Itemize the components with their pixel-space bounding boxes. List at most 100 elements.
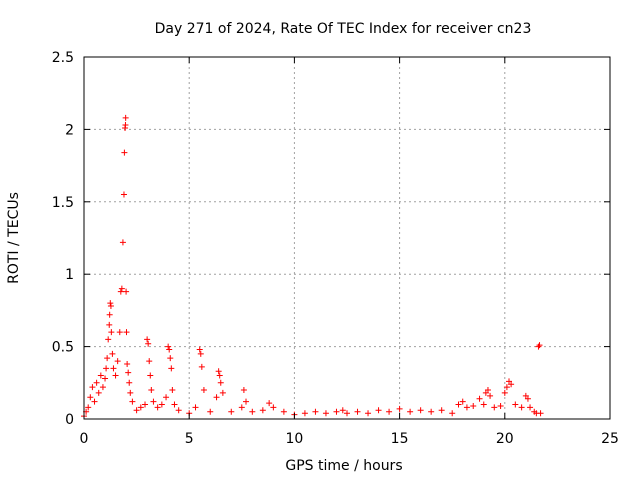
data-point bbox=[207, 408, 214, 415]
data-point bbox=[459, 398, 466, 405]
data-point bbox=[491, 404, 498, 411]
data-point bbox=[375, 407, 382, 414]
data-point bbox=[168, 365, 175, 372]
data-point bbox=[198, 363, 205, 370]
data-point bbox=[171, 401, 178, 408]
data-point bbox=[145, 340, 152, 347]
data-point bbox=[144, 336, 151, 343]
x-tick-label: 15 bbox=[391, 431, 409, 447]
x-tick-label: 20 bbox=[496, 431, 514, 447]
data-point bbox=[165, 343, 172, 350]
data-point bbox=[126, 379, 133, 386]
data-point bbox=[105, 336, 112, 343]
data-point bbox=[103, 365, 110, 372]
data-point bbox=[396, 405, 403, 412]
data-point bbox=[463, 404, 470, 411]
data-point bbox=[344, 410, 350, 417]
data-point bbox=[122, 122, 129, 129]
data-point bbox=[312, 408, 319, 415]
data-point bbox=[512, 401, 519, 408]
data-point bbox=[91, 398, 98, 405]
data-points bbox=[81, 114, 544, 420]
data-point bbox=[213, 394, 220, 401]
data-point bbox=[322, 410, 329, 417]
data-point bbox=[93, 379, 100, 386]
data-point bbox=[169, 387, 176, 394]
data-point bbox=[266, 400, 273, 407]
data-point bbox=[112, 372, 119, 379]
data-point bbox=[95, 389, 102, 396]
data-point bbox=[508, 381, 515, 388]
x-axis-label: GPS time / hours bbox=[285, 458, 402, 474]
axis-ticks: 0 5 10 15 20 25 0 0.5 1 1.5 2 2.5 bbox=[52, 50, 619, 447]
grid-lines bbox=[84, 57, 610, 419]
data-point bbox=[407, 408, 414, 415]
data-point bbox=[99, 384, 106, 391]
plot-frame bbox=[83, 56, 611, 420]
data-point bbox=[280, 408, 287, 415]
data-point bbox=[124, 360, 131, 367]
data-point bbox=[85, 404, 92, 411]
data-point bbox=[537, 410, 544, 417]
data-point bbox=[354, 408, 361, 415]
data-point bbox=[219, 389, 226, 396]
data-point bbox=[428, 408, 435, 415]
data-point bbox=[270, 404, 277, 411]
data-point bbox=[107, 303, 114, 310]
y-tick-label: 2 bbox=[65, 122, 74, 138]
data-point bbox=[116, 329, 123, 336]
data-point bbox=[215, 368, 222, 375]
data-point bbox=[527, 404, 534, 411]
data-point bbox=[455, 401, 462, 408]
data-point bbox=[197, 350, 204, 357]
x-tick-label: 0 bbox=[80, 431, 89, 447]
data-point bbox=[122, 114, 129, 121]
data-point bbox=[108, 329, 115, 336]
data-point bbox=[158, 401, 165, 408]
y-tick-label: 1.5 bbox=[52, 195, 74, 211]
data-point bbox=[243, 398, 250, 405]
data-point bbox=[97, 372, 104, 379]
data-point bbox=[120, 191, 127, 198]
data-point bbox=[535, 343, 542, 350]
data-point bbox=[114, 358, 121, 365]
data-point bbox=[117, 288, 124, 295]
y-tick-label: 1 bbox=[65, 267, 74, 283]
data-point bbox=[487, 392, 494, 399]
y-tick-label: 2.5 bbox=[52, 50, 74, 66]
y-axis-label: ROTI / TECUs bbox=[6, 192, 22, 284]
data-point bbox=[196, 346, 203, 353]
y-tick-label: 0 bbox=[65, 412, 74, 428]
data-point bbox=[110, 365, 117, 372]
data-point bbox=[166, 346, 173, 353]
data-point bbox=[497, 402, 504, 409]
data-point bbox=[259, 407, 266, 414]
data-point bbox=[109, 350, 116, 357]
data-point bbox=[146, 358, 153, 365]
data-point bbox=[106, 321, 113, 328]
data-point bbox=[480, 401, 487, 408]
data-point bbox=[104, 355, 111, 362]
data-point bbox=[438, 407, 445, 414]
data-point bbox=[175, 407, 182, 414]
data-point bbox=[129, 398, 136, 405]
data-point bbox=[137, 404, 144, 411]
data-point bbox=[163, 394, 170, 401]
data-point bbox=[217, 379, 224, 386]
data-point bbox=[228, 408, 235, 415]
data-point bbox=[476, 395, 483, 402]
data-point bbox=[125, 369, 132, 376]
data-point bbox=[118, 285, 125, 292]
x-tick-label: 10 bbox=[285, 431, 303, 447]
data-point bbox=[133, 407, 140, 414]
data-point bbox=[386, 408, 393, 415]
data-point bbox=[470, 402, 477, 409]
data-point bbox=[102, 375, 109, 382]
data-point bbox=[333, 408, 340, 415]
data-point bbox=[148, 387, 155, 394]
data-point bbox=[154, 404, 161, 411]
data-point bbox=[449, 410, 456, 417]
data-point bbox=[524, 395, 531, 402]
data-point bbox=[123, 329, 130, 336]
